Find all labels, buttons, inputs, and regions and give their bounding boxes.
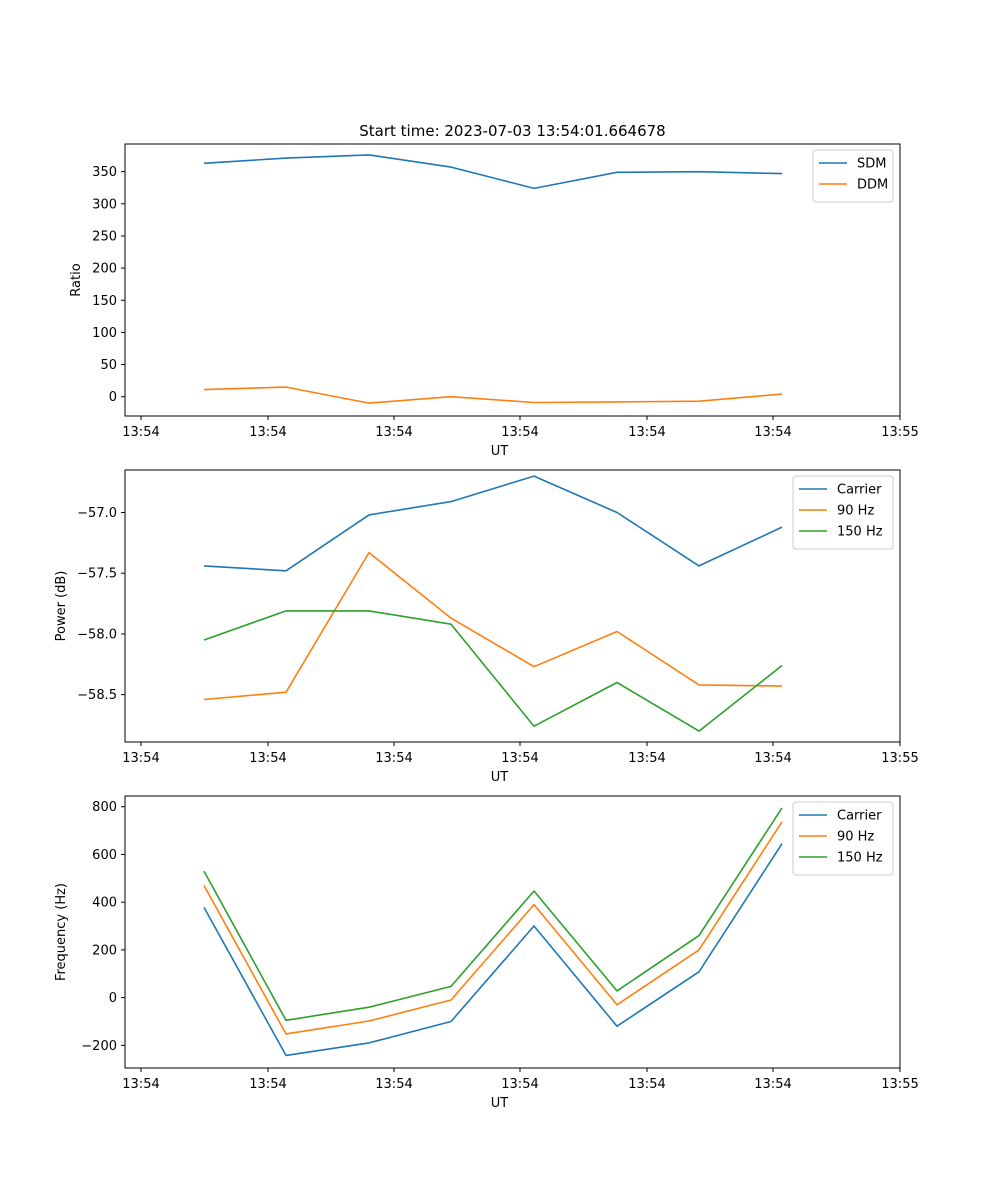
y-tick-label: −57.5 bbox=[77, 567, 117, 582]
y-tick-label: 200 bbox=[92, 262, 117, 277]
x-tick-label: 13:54 bbox=[375, 1077, 412, 1092]
legend: Carrier 90 Hz 150 Hz bbox=[792, 801, 894, 876]
x-tick-label: 13:55 bbox=[881, 751, 918, 766]
y-tick-label: −200 bbox=[81, 1039, 117, 1054]
series-line-carrier bbox=[203, 843, 783, 1057]
x-tick-label: 13:54 bbox=[249, 425, 286, 440]
y-tick-label: 0 bbox=[109, 390, 117, 405]
legend: SDM DDM bbox=[812, 149, 894, 203]
x-tick-label: 13:54 bbox=[249, 1077, 286, 1092]
x-tick-label: 13:54 bbox=[249, 751, 286, 766]
x-tick-label: 13:54 bbox=[628, 751, 665, 766]
series-line-150-hz bbox=[203, 807, 783, 1022]
x-tick-label: 13:54 bbox=[375, 751, 412, 766]
series-line-sdm bbox=[203, 154, 783, 190]
legend-label: 150 Hz bbox=[837, 525, 883, 540]
series-line-carrier bbox=[203, 475, 783, 572]
legend-label: 90 Hz bbox=[837, 504, 874, 519]
y-tick-label: 50 bbox=[100, 358, 117, 373]
x-tick-label: 13:54 bbox=[375, 425, 412, 440]
y-tick-label: 100 bbox=[92, 326, 117, 341]
y-tick-label: −57.0 bbox=[77, 506, 117, 521]
legend-label: 150 Hz bbox=[837, 851, 883, 866]
x-tick-label: 13:54 bbox=[754, 425, 791, 440]
y-axis-label: Power (dB) bbox=[54, 571, 69, 642]
legend-label: Carrier bbox=[837, 809, 882, 824]
y-tick-label: 150 bbox=[92, 294, 117, 309]
x-tick-label: 13:54 bbox=[501, 751, 538, 766]
y-tick-label: 200 bbox=[92, 943, 117, 958]
axes-frame bbox=[124, 795, 901, 1069]
x-axis-label: UT bbox=[491, 770, 509, 785]
x-tick-label: 13:54 bbox=[628, 1077, 665, 1092]
series-line-90-hz bbox=[203, 821, 783, 1035]
series-line-ddm bbox=[203, 386, 783, 404]
axes-frame bbox=[124, 143, 901, 417]
x-tick-label: 13:54 bbox=[501, 1077, 538, 1092]
series-line-90-hz bbox=[203, 551, 783, 701]
x-tick-label: 13:54 bbox=[754, 751, 791, 766]
y-axis-label: Ratio bbox=[69, 263, 84, 296]
x-tick-label: 13:55 bbox=[881, 425, 918, 440]
y-tick-label: −58.5 bbox=[77, 688, 117, 703]
chart-title: Start time: 2023-07-03 13:54:01.664678 bbox=[359, 122, 665, 140]
x-tick-label: 13:54 bbox=[628, 425, 665, 440]
x-axis-label: UT bbox=[491, 1096, 509, 1111]
legend-label: DDM bbox=[857, 178, 888, 193]
legend-label: Carrier bbox=[837, 483, 882, 498]
y-axis-label: Frequency (Hz) bbox=[54, 883, 69, 981]
x-axis-label: UT bbox=[491, 444, 509, 459]
x-tick-label: 13:54 bbox=[122, 1077, 159, 1092]
x-tick-label: 13:55 bbox=[881, 1077, 918, 1092]
legend: Carrier 90 Hz 150 Hz bbox=[792, 475, 894, 550]
subplot-1: Start time: 2023-07-03 13:54:01.664678 13… bbox=[69, 122, 919, 459]
x-tick-label: 13:54 bbox=[754, 1077, 791, 1092]
x-tick-label: 13:54 bbox=[122, 425, 159, 440]
y-tick-label: 350 bbox=[92, 165, 117, 180]
y-tick-label: 0 bbox=[109, 991, 117, 1006]
y-tick-label: 300 bbox=[92, 197, 117, 212]
axes-frame bbox=[124, 469, 901, 743]
x-tick-label: 13:54 bbox=[122, 751, 159, 766]
x-tick-label: 13:54 bbox=[501, 425, 538, 440]
subplot-3: 13:54 13:54 13:54 13:54 13:54 13:54 13:55 UT −20… bbox=[54, 795, 919, 1111]
y-tick-label: 250 bbox=[92, 229, 117, 244]
series-line-150-hz bbox=[203, 610, 783, 732]
legend-label: 90 Hz bbox=[837, 830, 874, 845]
subplot-2: 13:54 13:54 13:54 13:54 13:54 13:54 13:55 UT −58… bbox=[54, 469, 919, 785]
y-tick-label: −58.0 bbox=[77, 627, 117, 642]
y-tick-label: 800 bbox=[92, 800, 117, 815]
y-tick-label: 400 bbox=[92, 896, 117, 911]
subplots: Start time: 2023-07-03 13:54:01.664678 13… bbox=[54, 122, 919, 1111]
y-tick-label: 600 bbox=[92, 848, 117, 863]
legend-label: SDM bbox=[857, 157, 886, 172]
